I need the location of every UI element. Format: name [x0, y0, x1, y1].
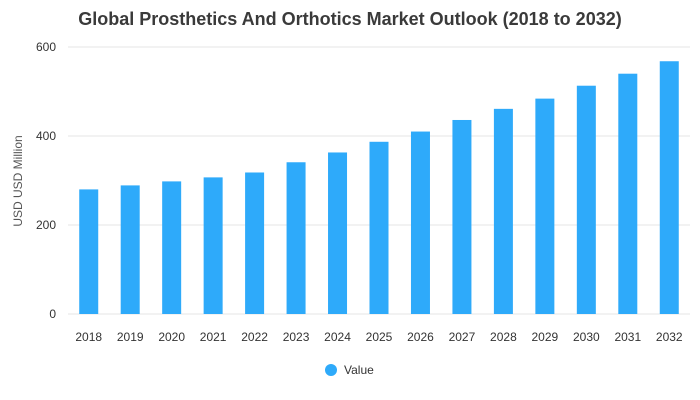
x-tick-label: 2025 — [366, 330, 393, 344]
y-tick-label: 400 — [36, 129, 56, 143]
legend-marker — [325, 364, 337, 376]
bar-2019 — [120, 185, 140, 314]
bar-2029 — [535, 98, 555, 315]
y-axis-label: USD USD Million — [11, 135, 25, 226]
x-tick-label: 2028 — [490, 330, 517, 344]
x-tick-label: 2019 — [117, 330, 144, 344]
bar-2018 — [79, 189, 99, 314]
x-tick-label: 2027 — [449, 330, 476, 344]
y-axis-ticks: 0 200 400 600 — [36, 40, 56, 321]
x-axis-ticks: 2018 2019 2020 2021 2022 2023 2024 2025 2026 2027… — [75, 330, 683, 344]
bar-2031 — [618, 73, 638, 314]
x-tick-label: 2020 — [158, 330, 185, 344]
bar-2022 — [245, 172, 265, 314]
y-tick-label: 200 — [36, 218, 56, 232]
x-tick-label: 2031 — [614, 330, 641, 344]
bar-2023 — [286, 162, 306, 314]
x-tick-label: 2021 — [200, 330, 227, 344]
bar-2030 — [576, 85, 596, 314]
x-tick-label: 2022 — [241, 330, 268, 344]
x-tick-label: 2018 — [75, 330, 102, 344]
chart-title: Global Prosthetics And Orthotics Market … — [78, 9, 621, 29]
bar-2024 — [328, 152, 348, 314]
x-tick-label: 2023 — [283, 330, 310, 344]
x-tick-label: 2024 — [324, 330, 351, 344]
legend: Value — [325, 363, 374, 377]
bar-2020 — [162, 181, 182, 314]
y-tick-label: 0 — [49, 307, 56, 321]
x-tick-label: 2026 — [407, 330, 434, 344]
legend-label: Value — [344, 363, 374, 377]
bar-2032 — [659, 61, 679, 314]
bars — [79, 61, 679, 315]
bar-2028 — [493, 108, 513, 314]
x-tick-label: 2032 — [656, 330, 683, 344]
x-tick-label: 2030 — [573, 330, 600, 344]
bar-2021 — [203, 177, 223, 314]
bar-2026 — [410, 131, 430, 314]
bar-2025 — [369, 141, 389, 314]
x-tick-label: 2029 — [532, 330, 559, 344]
y-tick-label: 600 — [36, 40, 56, 54]
bar-2027 — [452, 119, 472, 314]
